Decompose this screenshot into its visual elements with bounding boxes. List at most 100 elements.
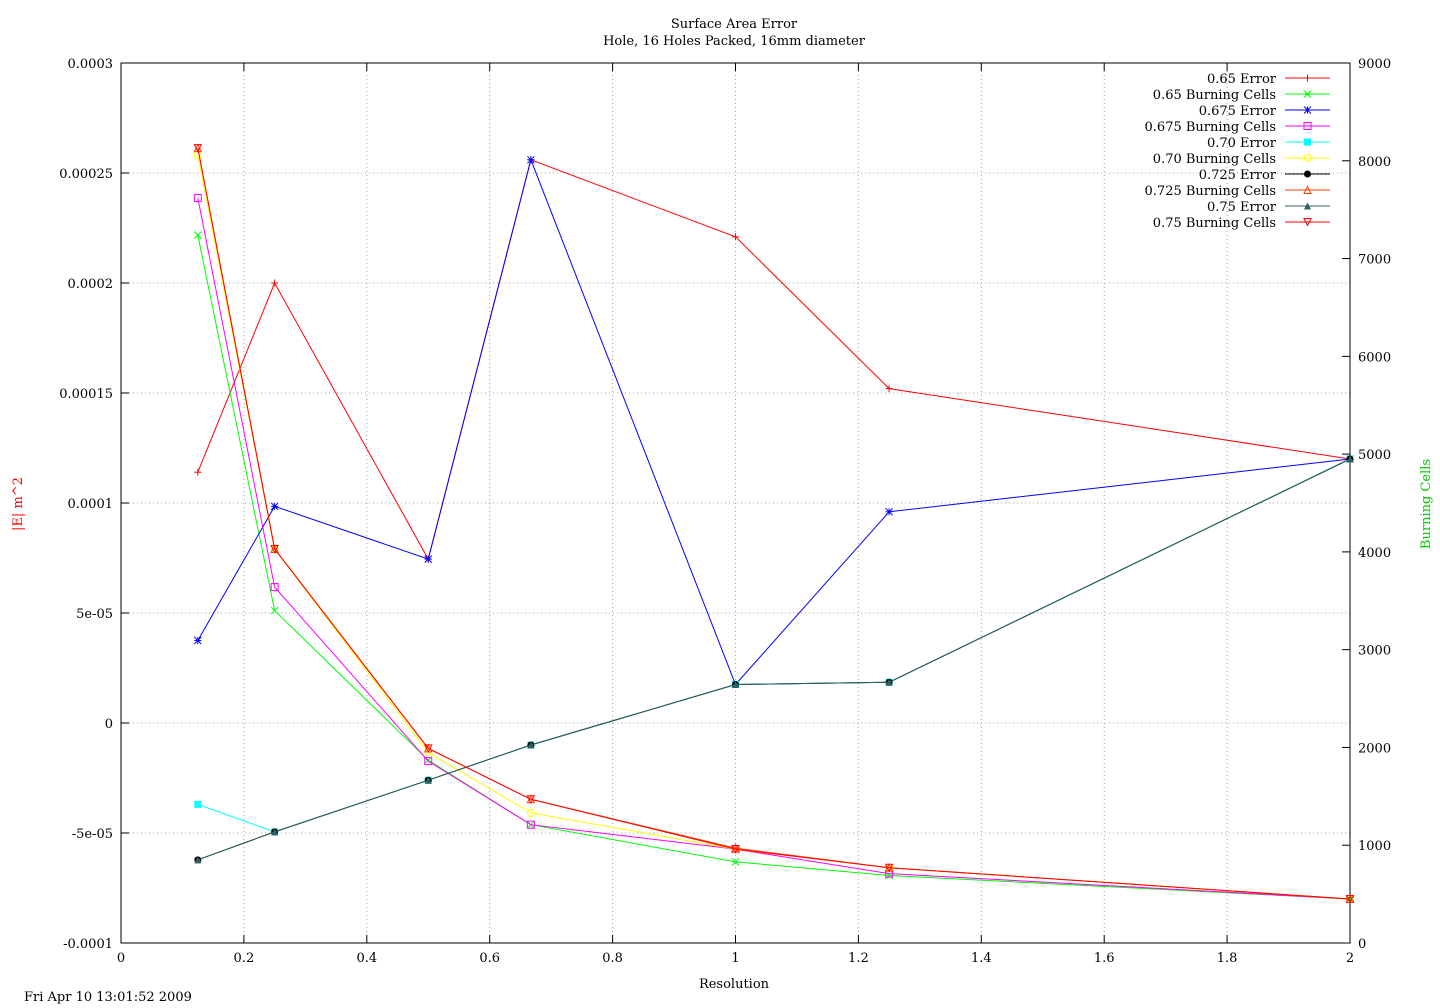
series-line <box>197 197 1351 900</box>
legend-entry: 0.725 Burning Cells <box>1145 184 1330 199</box>
data-point <box>1304 138 1311 146</box>
legend-label: 0.70 Error <box>1207 136 1277 151</box>
data-point <box>527 155 535 164</box>
legend-label: 0.75 Error <box>1207 200 1277 215</box>
data-point <box>885 869 894 878</box>
data-point <box>732 681 739 688</box>
y-right-tick-label: 9000 <box>1358 57 1391 72</box>
legend-label: 0.65 Error <box>1207 72 1277 87</box>
x-tick-label: 0 <box>117 951 125 966</box>
data-point <box>271 279 279 287</box>
data-point <box>270 606 279 615</box>
series-lines <box>193 143 1355 904</box>
data-point <box>1303 218 1312 227</box>
data-point <box>1304 170 1311 178</box>
y-right-tick-label: 3000 <box>1358 644 1391 659</box>
data-point <box>732 233 739 241</box>
y-right-tick-label: 0 <box>1358 937 1366 952</box>
data-point <box>885 507 893 516</box>
data-point <box>1303 185 1312 194</box>
y-left-tick-label: -0.0001 <box>63 937 113 952</box>
series-0-725-burning-cells <box>193 143 1355 903</box>
y-right-tick-label: 5000 <box>1358 448 1391 463</box>
y-right-tick-label: 1000 <box>1358 839 1391 854</box>
data-point <box>271 828 279 836</box>
y-axis-left-label: |E| m^2 <box>11 477 26 531</box>
data-point <box>270 502 279 511</box>
x-tick-label: 0.2 <box>234 951 255 966</box>
legend-label: 0.70 Burning Cells <box>1153 152 1276 167</box>
x-tick-label: 1.6 <box>1094 951 1115 966</box>
legend-entry: 0.75 Error <box>1207 200 1330 215</box>
data-point <box>1303 122 1312 130</box>
data-point <box>884 863 894 873</box>
data-point <box>1345 895 1355 904</box>
series-0-70-error <box>194 455 1354 836</box>
data-point <box>1304 74 1311 82</box>
x-tick-label: 1 <box>731 951 739 966</box>
legend-label: 0.725 Error <box>1199 168 1277 183</box>
grid-lines <box>121 63 1350 943</box>
data-point <box>1303 90 1312 98</box>
series-0-725-error <box>194 455 1354 864</box>
legend-entry: 0.70 Error <box>1207 136 1330 151</box>
data-point <box>424 776 432 784</box>
x-tick-label: 0.8 <box>602 951 623 966</box>
data-point <box>1304 202 1311 210</box>
data-point <box>885 385 893 393</box>
legend-entry: 0.70 Burning Cells <box>1153 152 1330 167</box>
series-line <box>197 458 1351 833</box>
series-0-65-burning-cells <box>193 231 1354 903</box>
y-left-tick-label: 0.00025 <box>59 167 113 182</box>
x-tick-label: 1.2 <box>848 951 869 966</box>
axes <box>120 62 1351 944</box>
x-axis-label: Resolution <box>699 977 770 992</box>
data-point <box>526 820 535 829</box>
y-left-tick-label: 0.0003 <box>68 57 114 72</box>
y-left-tick-label: -5e-05 <box>72 827 113 842</box>
data-point <box>424 757 433 766</box>
data-point <box>193 231 202 239</box>
legend-entry: 0.65 Burning Cells <box>1153 88 1330 103</box>
y-right-tick-label: 2000 <box>1358 741 1391 756</box>
series-line <box>197 147 1351 900</box>
plot-timestamp: Fri Apr 10 13:01:52 2009 <box>24 990 192 1005</box>
y-left-tick-label: 0.00015 <box>59 387 113 402</box>
data-point <box>885 678 893 686</box>
y-left-tick-label: 0 <box>105 717 113 732</box>
data-point <box>731 845 740 854</box>
x-tick-label: 0.4 <box>356 951 377 966</box>
data-point <box>423 744 433 754</box>
data-point <box>193 144 203 153</box>
legend-label: 0.65 Burning Cells <box>1153 88 1276 103</box>
legend-label: 0.75 Burning Cells <box>1153 216 1276 231</box>
series-line <box>197 458 1351 861</box>
data-point <box>1346 455 1354 463</box>
data-point <box>194 856 202 864</box>
series-0-75-burning-cells <box>193 144 1355 904</box>
chart-title: Surface Area Error <box>671 17 798 32</box>
data-point <box>526 795 536 804</box>
y-left-tick-label: 5e-05 <box>76 607 113 622</box>
data-point <box>194 468 202 476</box>
legend-entry: 0.675 Burning Cells <box>1145 120 1330 135</box>
y-right-tick-label: 4000 <box>1358 546 1391 561</box>
chart-subtitle: Hole, 16 Holes Packed, 16mm diameter <box>603 34 866 49</box>
y-left-tick-label: 0.0001 <box>68 497 114 512</box>
data-point <box>1303 154 1312 162</box>
legend-entry: 0.725 Error <box>1199 168 1330 183</box>
legend-label: 0.675 Burning Cells <box>1145 120 1276 135</box>
legend-label: 0.725 Burning Cells <box>1145 184 1276 199</box>
x-tick-label: 0.6 <box>479 951 500 966</box>
data-point <box>194 800 202 808</box>
legend-entry: 0.675 Error <box>1199 104 1330 119</box>
legend-entry: 0.75 Burning Cells <box>1153 216 1330 231</box>
plot-border <box>120 62 1351 944</box>
series-line <box>197 158 1351 686</box>
series-0-70-burning-cells <box>193 150 1354 903</box>
y-left-tick-label: 0.0002 <box>68 277 114 292</box>
legend-entry: 0.65 Error <box>1207 72 1330 87</box>
legend-label: 0.675 Error <box>1199 104 1277 119</box>
